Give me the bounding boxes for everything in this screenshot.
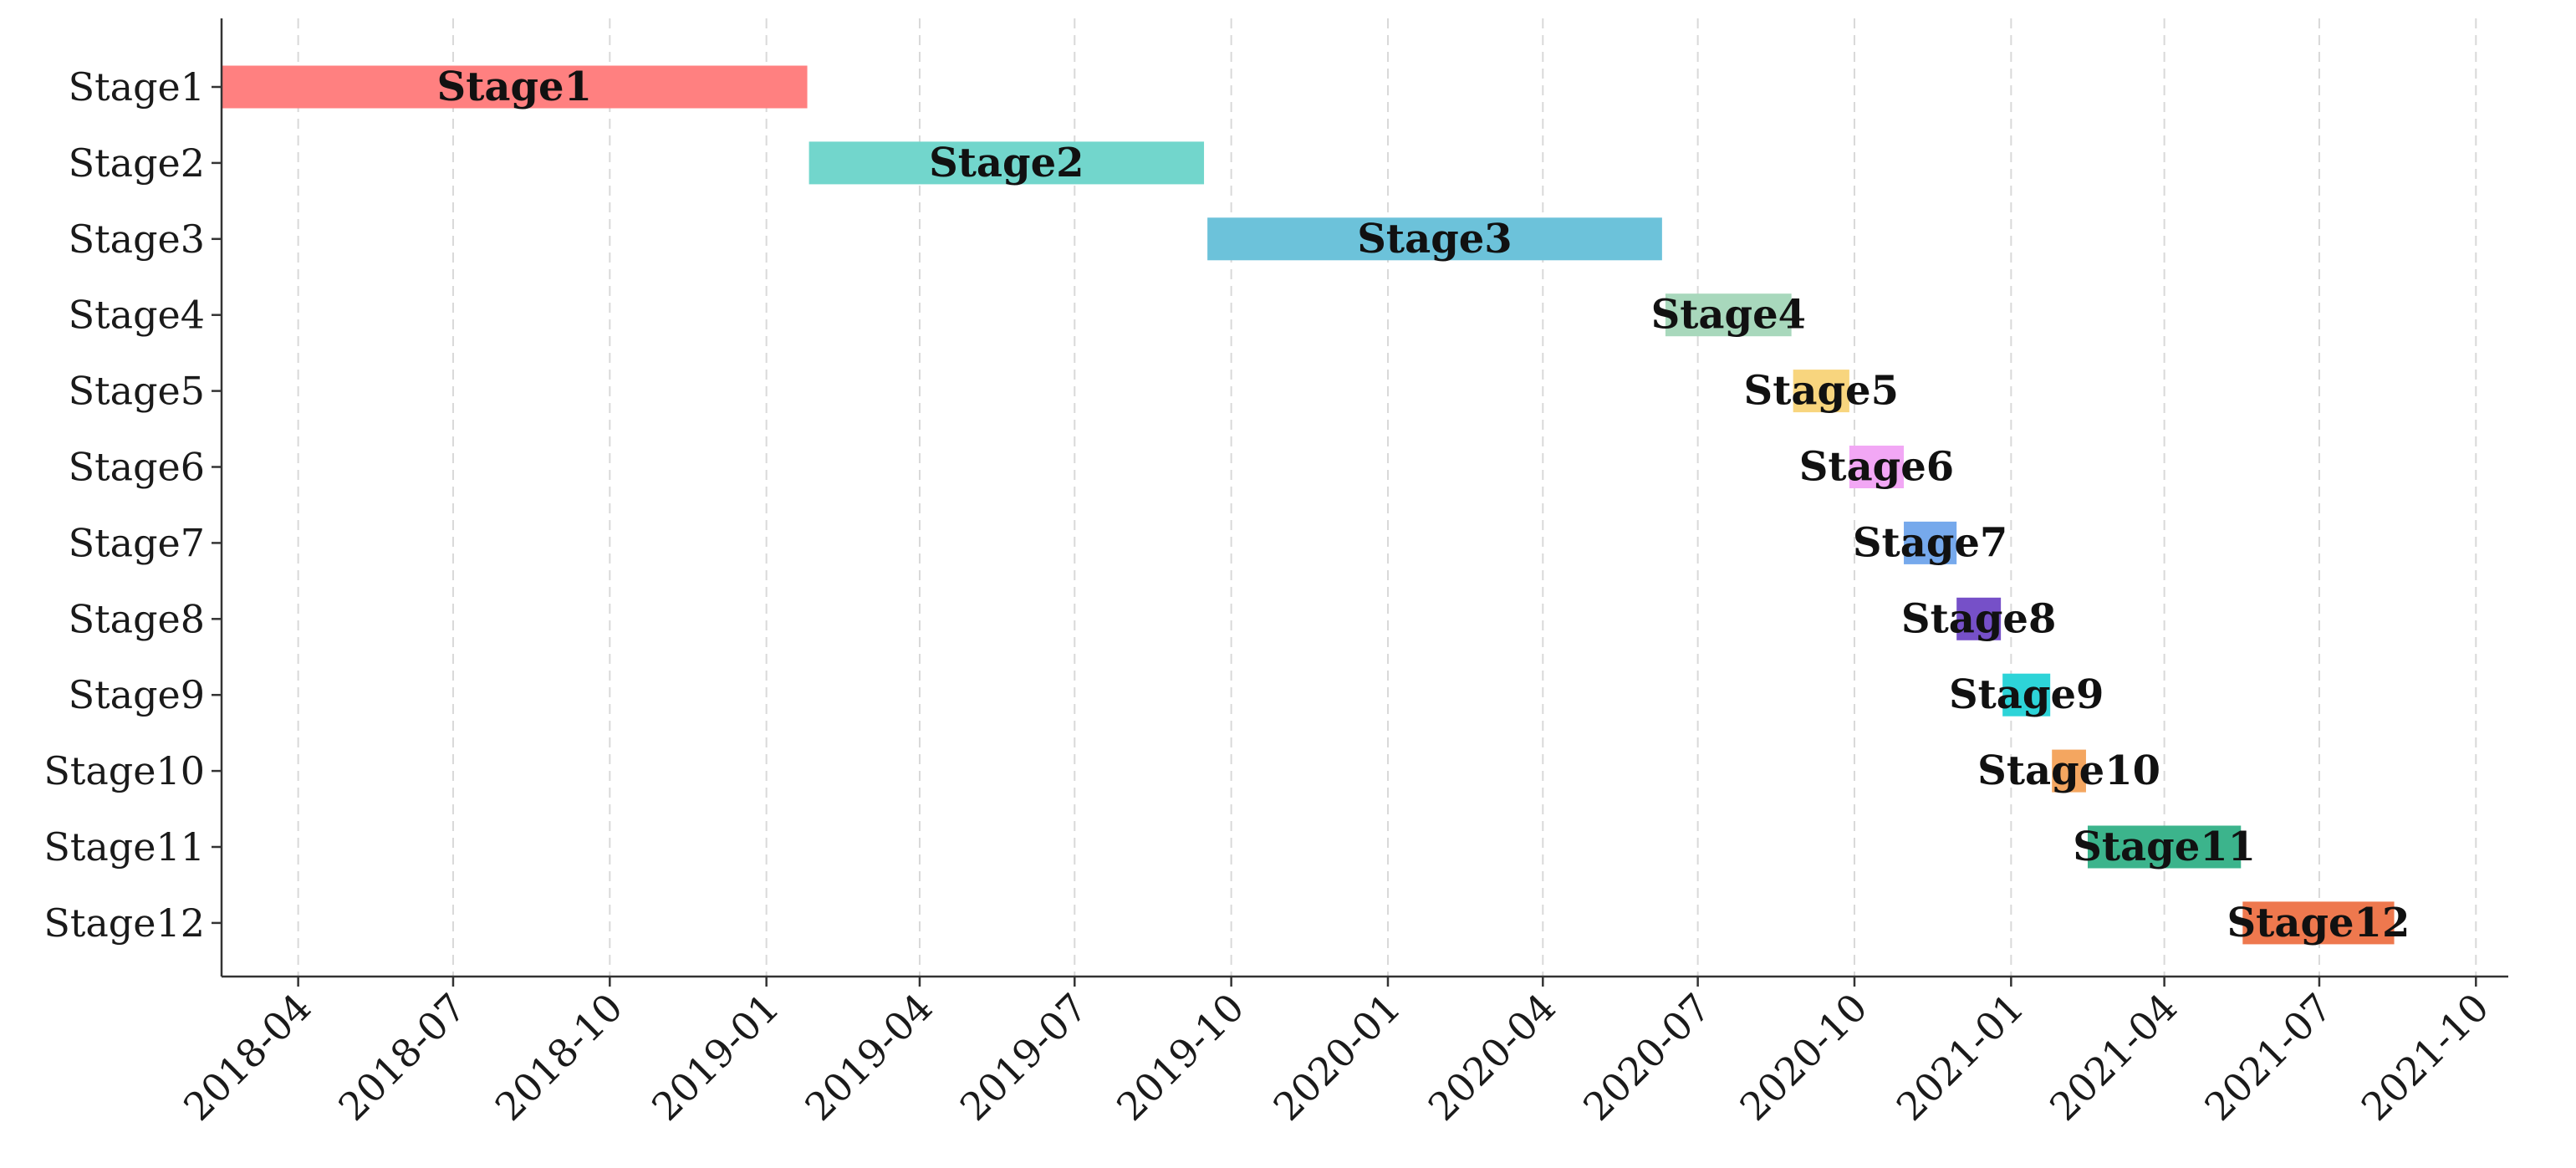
y-tick-label: Stage8 bbox=[69, 596, 205, 641]
task-bar bbox=[2087, 825, 2242, 869]
y-tick-label: Stage1 bbox=[69, 64, 205, 110]
bar-label: Stage7 bbox=[1853, 519, 2007, 566]
bar-label: Stage6 bbox=[1799, 444, 1954, 491]
y-tick-label: Stage9 bbox=[69, 672, 205, 717]
bar-label: Stage12 bbox=[2227, 900, 2410, 946]
x-tick-label: 2021-07 bbox=[2196, 985, 2340, 1130]
y-tick-label: Stage10 bbox=[43, 748, 205, 793]
task-bar bbox=[1956, 597, 2002, 640]
axes bbox=[212, 18, 2508, 987]
y-tick-label: Stage6 bbox=[69, 445, 205, 490]
bar-label: Stage9 bbox=[1949, 671, 2104, 718]
bar-label: Stage8 bbox=[1901, 595, 2056, 642]
x-tick-label: 2020-01 bbox=[1264, 985, 1409, 1130]
task-bar bbox=[222, 65, 808, 109]
bar-label: Stage10 bbox=[1977, 747, 2160, 794]
x-tick-label: 2019-01 bbox=[643, 985, 788, 1130]
y-tick-label: Stage7 bbox=[69, 520, 205, 565]
x-tick-label: 2018-07 bbox=[329, 985, 474, 1130]
y-tick-label: Stage12 bbox=[43, 900, 205, 946]
task-bar bbox=[2002, 673, 2051, 717]
x-tick-label: 2018-10 bbox=[487, 985, 631, 1130]
task-bar bbox=[1793, 370, 1849, 413]
task-bar bbox=[1665, 293, 1792, 337]
y-tick-label: Stage5 bbox=[69, 369, 205, 414]
task-bar bbox=[809, 141, 1205, 185]
task-bar bbox=[2242, 901, 2395, 945]
bar-label: Stage11 bbox=[2073, 824, 2256, 870]
task-bars bbox=[222, 65, 2395, 945]
x-tick-label: 2019-04 bbox=[796, 985, 941, 1130]
x-tick-label: 2021-04 bbox=[2041, 985, 2186, 1130]
y-tick-label: Stage11 bbox=[43, 824, 205, 870]
bar-label: Stage1 bbox=[437, 64, 592, 110]
bar-label: Stage3 bbox=[1357, 216, 1512, 263]
y-tick-label: Stage4 bbox=[69, 293, 205, 338]
x-tick-label: 2020-10 bbox=[1731, 985, 1875, 1130]
y-tick-label: Stage2 bbox=[69, 140, 205, 186]
task-bar bbox=[1904, 521, 1957, 564]
x-tick-labels: 2018-04 2018-07 2018-10 2019-01 2019-04 2019-… bbox=[175, 985, 2497, 1130]
x-tick-label: 2019-07 bbox=[951, 985, 1096, 1130]
task-bar bbox=[1849, 446, 1905, 488]
bar-label: Stage4 bbox=[1651, 292, 1806, 339]
bar-label: Stage5 bbox=[1744, 368, 1899, 415]
x-tick-label: 2021-01 bbox=[1888, 985, 2033, 1130]
bar-labels: Stage1 Stage2 Stage3 Stage4 Stage5 Stage6 Stag… bbox=[437, 64, 2410, 946]
y-tick-labels: Stage1 Stage2 Stage3 Stage4 Stage5 Stage6 Stag… bbox=[43, 64, 205, 946]
y-tick-label: Stage3 bbox=[69, 217, 205, 262]
x-tick-label: 2018-04 bbox=[175, 985, 319, 1130]
x-tick-label: 2020-07 bbox=[1574, 985, 1719, 1130]
bar-label: Stage2 bbox=[929, 140, 1084, 186]
task-bar bbox=[1207, 217, 1662, 261]
x-tick-label: 2020-04 bbox=[1420, 985, 1564, 1130]
x-tick-label: 2019-10 bbox=[1108, 985, 1252, 1130]
task-bar bbox=[2052, 749, 2086, 793]
x-tick-label: 2021-10 bbox=[2353, 985, 2497, 1130]
